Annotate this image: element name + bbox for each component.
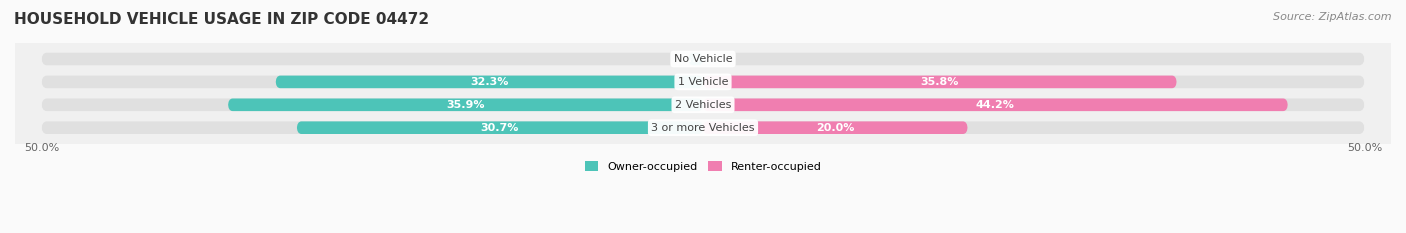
Text: 50.0%: 50.0%: [1347, 143, 1382, 153]
Text: 2 Vehicles: 2 Vehicles: [675, 100, 731, 110]
Text: 50.0%: 50.0%: [24, 143, 59, 153]
Text: 44.2%: 44.2%: [976, 100, 1015, 110]
FancyBboxPatch shape: [228, 99, 703, 111]
Text: 32.3%: 32.3%: [470, 77, 509, 87]
FancyBboxPatch shape: [703, 121, 967, 134]
Text: 1 Vehicle: 1 Vehicle: [678, 77, 728, 87]
FancyBboxPatch shape: [41, 53, 1365, 65]
Text: HOUSEHOLD VEHICLE USAGE IN ZIP CODE 04472: HOUSEHOLD VEHICLE USAGE IN ZIP CODE 0447…: [14, 12, 429, 27]
Text: 35.9%: 35.9%: [446, 100, 485, 110]
FancyBboxPatch shape: [703, 99, 1288, 111]
FancyBboxPatch shape: [297, 121, 703, 134]
Legend: Owner-occupied, Renter-occupied: Owner-occupied, Renter-occupied: [581, 157, 825, 176]
FancyBboxPatch shape: [689, 53, 703, 65]
Text: No Vehicle: No Vehicle: [673, 54, 733, 64]
Text: 20.0%: 20.0%: [815, 123, 855, 133]
FancyBboxPatch shape: [41, 99, 1365, 111]
FancyBboxPatch shape: [703, 75, 1177, 88]
Text: 3 or more Vehicles: 3 or more Vehicles: [651, 123, 755, 133]
FancyBboxPatch shape: [276, 75, 703, 88]
FancyBboxPatch shape: [41, 75, 1365, 88]
Text: 1.1%: 1.1%: [681, 54, 711, 64]
Text: 35.8%: 35.8%: [921, 77, 959, 87]
Text: Source: ZipAtlas.com: Source: ZipAtlas.com: [1274, 12, 1392, 22]
FancyBboxPatch shape: [41, 121, 1365, 134]
Text: 30.7%: 30.7%: [481, 123, 519, 133]
